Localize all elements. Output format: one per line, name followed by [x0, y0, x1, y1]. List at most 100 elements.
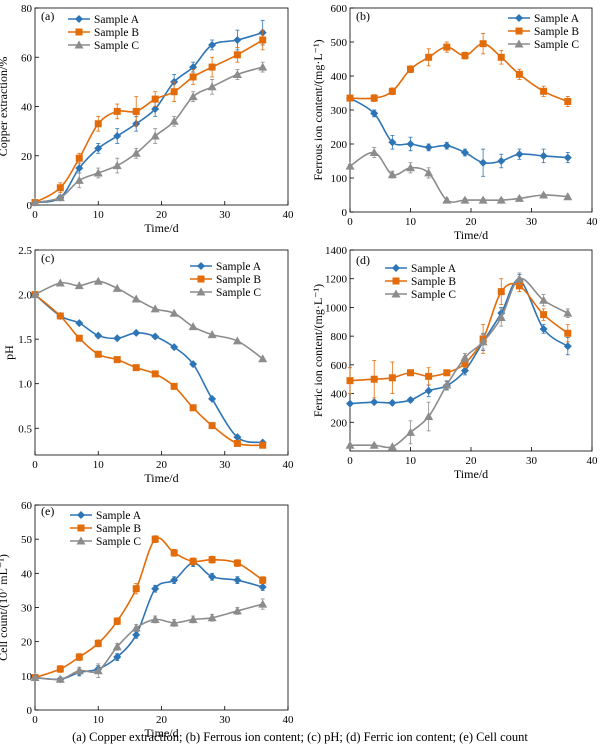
data-point: [387, 442, 397, 451]
data-point: [460, 195, 470, 204]
series-line: [34, 537, 264, 679]
series-sample-c: [30, 276, 268, 363]
x-tick-label: 0: [347, 455, 353, 467]
data-point: [515, 70, 523, 78]
x-tick-label: 0: [347, 216, 353, 228]
data-point: [113, 132, 122, 141]
data-point: [460, 148, 469, 157]
x-tick-label: 30: [219, 459, 231, 471]
data-point: [189, 63, 198, 72]
x-axis-title: Time/d: [144, 471, 178, 485]
data-point: [75, 164, 84, 173]
data-point: [425, 372, 433, 380]
data-point: [564, 98, 572, 105]
data-point: [150, 131, 160, 140]
data-point: [497, 288, 505, 296]
data-point: [478, 337, 488, 346]
x-tick-label: 0: [32, 714, 38, 726]
data-point: [112, 283, 122, 292]
data-point: [442, 195, 452, 204]
y-tick-label: 40: [21, 568, 33, 580]
x-axis-title: Time/d: [144, 726, 178, 740]
data-point: [233, 439, 241, 447]
data-point: [496, 312, 506, 321]
y-axis-title: Ferrous ion content/(mg·L⁻¹): [311, 39, 325, 180]
y-tick-label: 0: [27, 705, 33, 717]
legend-label: Sample C: [96, 536, 141, 548]
data-point: [460, 366, 469, 375]
data-point: [258, 599, 268, 608]
y-tick-label: 1.0: [18, 379, 32, 391]
legend-marker: [77, 511, 85, 519]
x-tick-label: 10: [405, 455, 417, 467]
data-point: [479, 158, 488, 167]
y-tick-label: 0.5: [18, 423, 32, 435]
data-point: [425, 53, 433, 61]
data-point: [424, 143, 433, 152]
data-point: [75, 334, 83, 342]
series-sample-b: [31, 29, 267, 207]
data-point: [112, 161, 122, 170]
y-tick-label: 1000: [325, 302, 348, 314]
x-tick-label: 20: [466, 216, 478, 228]
y-tick-label: 20: [21, 151, 33, 163]
data-point: [30, 673, 40, 682]
data-point: [30, 290, 40, 299]
data-point: [94, 144, 103, 153]
data-point: [170, 382, 178, 390]
data-point: [56, 665, 64, 673]
data-point: [369, 148, 379, 156]
series-sample-a: [31, 19, 267, 207]
legend-label: Sample B: [411, 276, 456, 288]
data-point: [189, 360, 198, 369]
data-point: [188, 92, 198, 101]
legend-marker: [391, 289, 401, 298]
legend-marker: [196, 287, 206, 296]
legend-marker: [75, 15, 83, 23]
data-point: [74, 281, 84, 290]
data-point: [233, 559, 241, 567]
y-tick-label: 2.0: [18, 290, 32, 302]
data-point: [55, 278, 65, 287]
legend-label: Sample C: [94, 40, 139, 52]
x-tick-label: 10: [93, 714, 105, 726]
x-tick-label: 10: [93, 459, 105, 471]
x-tick-label: 20: [466, 455, 478, 467]
data-point: [131, 148, 141, 157]
data-point: [479, 40, 487, 48]
chart-panel-b: 0 10 20 30 400100200300400500600Time/dFerrou…: [311, 3, 598, 242]
legend-marker: [514, 39, 524, 48]
data-point: [388, 398, 397, 407]
x-axis-title: Time/d: [454, 467, 488, 481]
data-point: [388, 138, 397, 147]
y-axis-title: pH: [2, 345, 16, 360]
legend-label: Sample A: [94, 14, 140, 26]
series-sample-b: [346, 33, 572, 107]
data-point: [460, 353, 470, 362]
chart-panel-a: 0 10 20 30 40 0 20 40 60 80 Time/d Copper extractio…: [0, 3, 294, 235]
data-point: [345, 440, 355, 449]
y-tick-label: 2.5: [18, 245, 32, 257]
x-tick-label: 40: [587, 216, 599, 228]
data-point: [563, 153, 572, 162]
panel-label: (e): [41, 504, 54, 518]
data-point: [370, 94, 378, 102]
data-point: [232, 606, 242, 615]
data-point: [151, 584, 160, 593]
data-point: [388, 87, 396, 95]
data-point: [346, 399, 354, 408]
legend-label: Sample B: [96, 523, 141, 535]
y-tick-label: 600: [331, 3, 348, 15]
x-tick-label: 20: [156, 714, 168, 726]
y-tick-label: 60: [21, 52, 33, 64]
series-sample-c: [30, 61, 268, 207]
data-point: [208, 63, 216, 71]
data-point: [461, 359, 469, 367]
series-line: [349, 279, 569, 405]
y-tick-label: 80: [21, 3, 33, 15]
data-point: [387, 170, 397, 179]
data-point: [259, 36, 267, 44]
y-tick-label: 400: [331, 71, 348, 83]
y-tick-label: 500: [331, 37, 348, 49]
data-point: [151, 104, 160, 113]
